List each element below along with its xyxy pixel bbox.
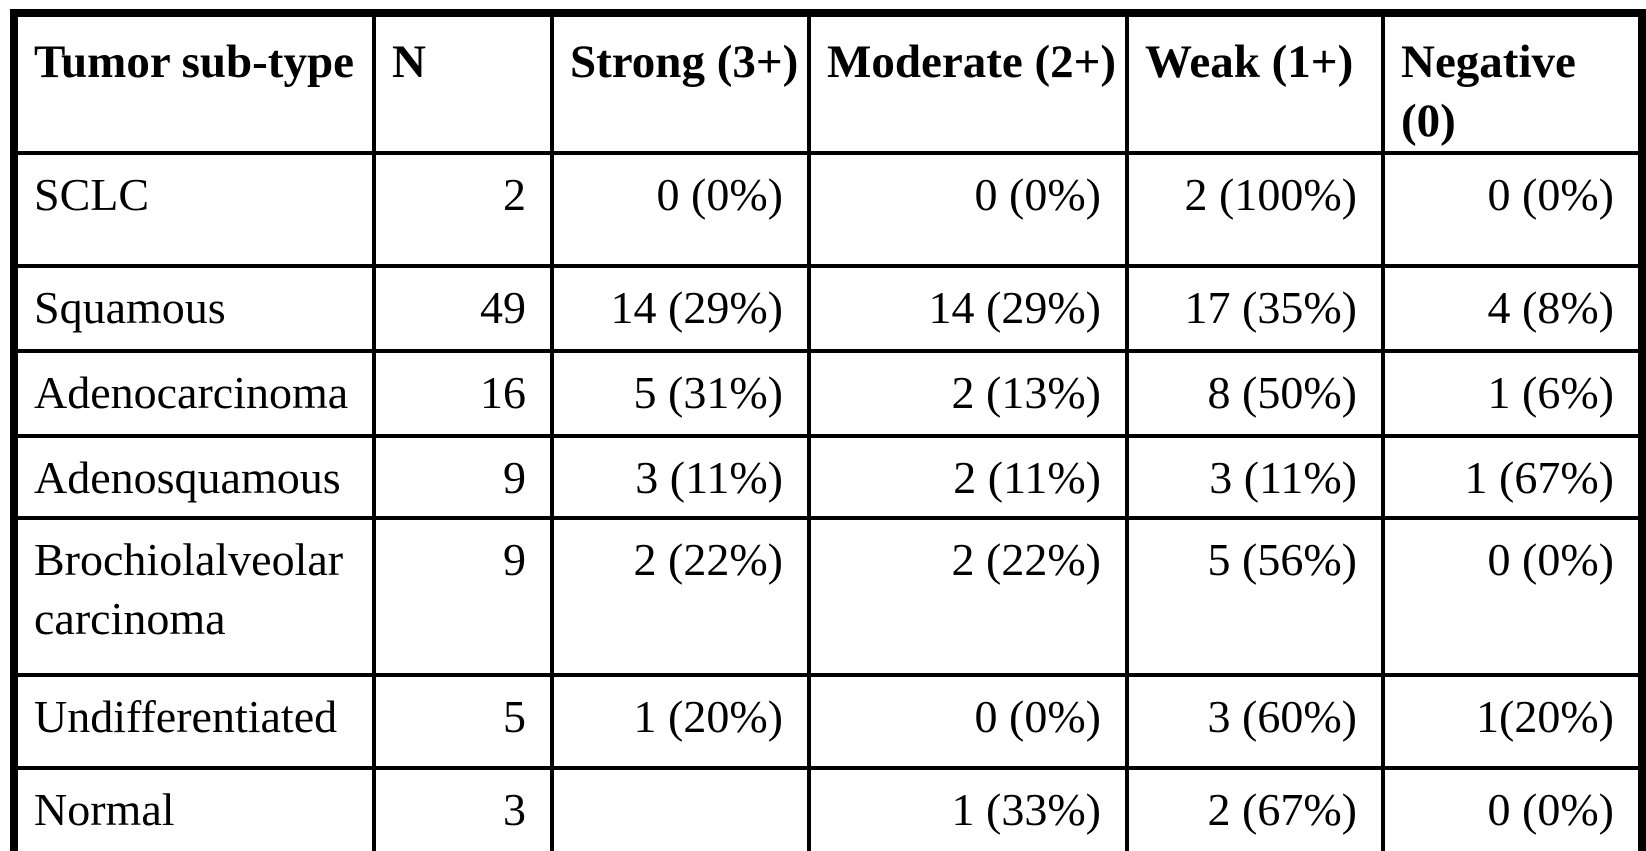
- data-cell-strong: [550, 765, 811, 851]
- data-cell-n: 2: [372, 150, 554, 268]
- row-label: Normal: [12, 765, 376, 851]
- data-cell-n: 5: [372, 672, 554, 770]
- data-cell-weak: 2 (100%): [1125, 150, 1385, 268]
- table-row-normal: Normal 3 1 (33%) 2 (67%) 0 (0%): [12, 765, 1644, 851]
- data-cell-strong: 1 (20%): [550, 672, 811, 770]
- row-label: SCLC: [12, 150, 376, 268]
- data-cell-negative: 1 (67%): [1381, 433, 1644, 520]
- data-cell-negative: 0 (0%): [1381, 765, 1644, 851]
- data-cell-moderate: 2 (13%): [807, 348, 1129, 438]
- data-cell-n: 9: [372, 433, 554, 520]
- table-row-adenosquamous: Adenosquamous 9 3 (11%) 2 (11%) 3 (11%) …: [12, 433, 1644, 520]
- data-cell-strong: 2 (22%): [550, 515, 811, 677]
- data-cell-strong: 5 (31%): [550, 348, 811, 438]
- data-cell-moderate: 0 (0%): [807, 672, 1129, 770]
- data-cell-weak: 5 (56%): [1125, 515, 1385, 677]
- data-cell-negative: 0 (0%): [1381, 515, 1644, 677]
- data-cell-strong: 3 (11%): [550, 433, 811, 520]
- table-row-brochiolalveolar-carcinoma: Brochiolalveolar carcinoma 9 2 (22%) 2 (…: [12, 515, 1644, 677]
- data-cell-weak: 8 (50%): [1125, 348, 1385, 438]
- data-cell-moderate: 1 (33%): [807, 765, 1129, 851]
- table-header-row: Tumor sub-type N Strong (3+) Moderate (2…: [12, 11, 1644, 155]
- column-header-n: N: [372, 11, 554, 155]
- data-cell-weak: 3 (60%): [1125, 672, 1385, 770]
- data-cell-n: 3: [372, 765, 554, 851]
- data-cell-moderate: 2 (11%): [807, 433, 1129, 520]
- data-cell-weak: 17 (35%): [1125, 263, 1385, 353]
- row-label: Brochiolalveolar carcinoma: [12, 515, 376, 677]
- data-cell-moderate: 2 (22%): [807, 515, 1129, 677]
- table-row-squamous: Squamous 49 14 (29%) 14 (29%) 17 (35%) 4…: [12, 263, 1644, 353]
- data-cell-n: 9: [372, 515, 554, 677]
- column-header-moderate: Moderate (2+): [807, 11, 1129, 155]
- data-cell-n: 16: [372, 348, 554, 438]
- data-cell-negative: 0 (0%): [1381, 150, 1644, 268]
- data-cell-negative: 1(20%): [1381, 672, 1644, 770]
- data-cell-weak: 2 (67%): [1125, 765, 1385, 851]
- column-header-tumor-sub-type: Tumor sub-type: [12, 11, 376, 155]
- data-cell-n: 49: [372, 263, 554, 353]
- column-header-negative: Negative (0): [1381, 11, 1644, 155]
- table-row-sclc: SCLC 2 0 (0%) 0 (0%) 2 (100%) 0 (0%): [12, 150, 1644, 268]
- column-header-strong: Strong (3+): [550, 11, 811, 155]
- row-label: Squamous: [12, 263, 376, 353]
- data-cell-negative: 4 (8%): [1381, 263, 1644, 353]
- table-row-undifferentiated: Undifferentiated 5 1 (20%) 0 (0%) 3 (60%…: [12, 672, 1644, 770]
- data-cell-weak: 3 (11%): [1125, 433, 1385, 520]
- data-cell-moderate: 0 (0%): [807, 150, 1129, 268]
- table-row-adenocarcinoma: Adenocarcinoma 16 5 (31%) 2 (13%) 8 (50%…: [12, 348, 1644, 438]
- data-cell-moderate: 14 (29%): [807, 263, 1129, 353]
- column-header-weak: Weak (1+): [1125, 11, 1385, 155]
- row-label: Adenosquamous: [12, 433, 376, 520]
- row-label: Adenocarcinoma: [12, 348, 376, 438]
- data-cell-strong: 14 (29%): [550, 263, 811, 353]
- data-cell-strong: 0 (0%): [550, 150, 811, 268]
- row-label: Undifferentiated: [12, 672, 376, 770]
- tumor-subtype-table: Tumor sub-type N Strong (3+) Moderate (2…: [10, 9, 1646, 851]
- data-cell-negative: 1 (6%): [1381, 348, 1644, 438]
